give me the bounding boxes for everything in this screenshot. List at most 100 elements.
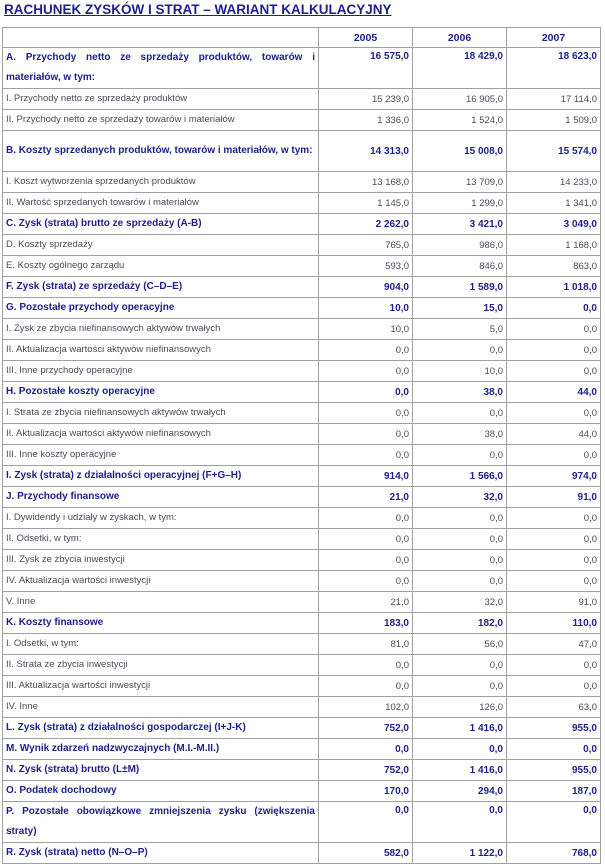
table-row: III. Zysk ze zbycia inwestycji 0,0 0,0 0,0	[2, 549, 601, 572]
value-cell: 0,0	[318, 402, 413, 425]
table-row: IV. Inne 102,0 126,0 63,0	[2, 696, 601, 719]
header-row: 2005 2006 2007	[2, 26, 601, 49]
value-cell: 0,0	[318, 675, 413, 698]
value-cell: 47,0	[506, 633, 601, 656]
row-label: IV. Aktualizacja wartości inwestycji	[2, 570, 319, 593]
table-row: G. Pozostałe przychody operacyjne 10,0 15,…	[2, 297, 601, 320]
table-row: I. Koszt wytworzenia sprzedanych produkt…	[2, 171, 601, 194]
value-cell: 10,0	[318, 318, 413, 341]
row-label: M. Wynik zdarzeń nadzwyczajnych (M.I.-M.…	[2, 738, 319, 761]
table-row: R. Zysk (strata) netto (N–O–P) 582,0 1 122…	[2, 842, 601, 864]
row-label: I. Zysk ze zbycia niefinansowych aktywów…	[2, 318, 319, 341]
value-cell: 14 313,0	[318, 130, 413, 173]
value-cell: 1 336,0	[318, 109, 413, 132]
value-cell: 0,0	[506, 654, 601, 677]
row-label: V. Inne	[2, 591, 319, 614]
table-row: H. Pozostałe koszty operacyjne 0,0 38,0 44,…	[2, 381, 601, 404]
value-cell: 18 429,0	[412, 47, 507, 90]
value-cell: 0,0	[506, 444, 601, 467]
table-row: B. Koszty sprzedanych produktów, towarów…	[2, 130, 601, 173]
value-cell: 955,0	[506, 759, 601, 782]
table-row: A. Przychody netto ze sprzedaży produktó…	[2, 47, 601, 90]
value-cell: 846,0	[412, 255, 507, 278]
value-cell: 126,0	[412, 696, 507, 719]
table-row: N. Zysk (strata) brutto (L±M) 752,0 1 416,…	[2, 759, 601, 782]
row-label: III. Inne przychody operacyjne	[2, 360, 319, 383]
table-row: II. Odsetki, w tym: 0,0 0,0 0,0	[2, 528, 601, 551]
value-cell: 0,0	[506, 318, 601, 341]
value-cell: 0,0	[506, 339, 601, 362]
value-cell: 91,0	[506, 591, 601, 614]
value-cell: 0,0	[506, 360, 601, 383]
row-label: II. Strata ze zbycia inwestycji	[2, 654, 319, 677]
value-cell: 1 168,0	[506, 234, 601, 257]
table-row: E. Koszty ogólnego zarządu 593,0 846,0 863,…	[2, 255, 601, 278]
year-header: 2006	[412, 26, 507, 49]
value-cell: 974,0	[506, 465, 601, 488]
value-cell: 863,0	[506, 255, 601, 278]
table-row: II. Aktualizacja wartości aktywów niefin…	[2, 423, 601, 446]
value-cell: 0,0	[318, 738, 413, 761]
year-header: 2005	[318, 26, 413, 49]
table-row: I. Zysk (strata) z działalności operacyj…	[2, 465, 601, 488]
table-row: I. Przychody netto ze sprzedaży produktó…	[2, 88, 601, 111]
year-header: 2007	[506, 26, 601, 49]
row-label: C. Zysk (strata) brutto ze sprzedaży (A-…	[2, 213, 319, 236]
value-cell: 81,0	[318, 633, 413, 656]
value-cell: 0,0	[506, 528, 601, 551]
value-cell: 0,0	[412, 444, 507, 467]
value-cell: 0,0	[506, 801, 601, 844]
value-cell: 582,0	[318, 842, 413, 864]
value-cell: 15,0	[412, 297, 507, 320]
value-cell: 56,0	[412, 633, 507, 656]
value-cell: 904,0	[318, 276, 413, 299]
value-cell: 91,0	[506, 486, 601, 509]
value-cell: 16 575,0	[318, 47, 413, 90]
value-cell: 752,0	[318, 717, 413, 740]
value-cell: 1 416,0	[412, 717, 507, 740]
value-cell: 0,0	[412, 570, 507, 593]
row-label: I. Przychody netto ze sprzedaży produktó…	[2, 88, 319, 111]
table-row: F. Zysk (strata) ze sprzedaży (C–D–E) 904…	[2, 276, 601, 299]
table-row: L. Zysk (strata) z działalności gospodar…	[2, 717, 601, 740]
row-label: J. Przychody finansowe	[2, 486, 319, 509]
table-row: P. Pozostałe obowiązkowe zmniejszenia zy…	[2, 801, 601, 844]
value-cell: 593,0	[318, 255, 413, 278]
value-cell: 102,0	[318, 696, 413, 719]
table-row: IV. Aktualizacja wartości inwestycji 0,0 0…	[2, 570, 601, 593]
row-label: II. Wartość sprzedanych towarów i materi…	[2, 192, 319, 215]
table-row: III. Aktualizacja wartości inwestycji 0,0…	[2, 675, 601, 698]
row-label: I. Zysk (strata) z działalności operacyj…	[2, 465, 319, 488]
value-cell: 2 262,0	[318, 213, 413, 236]
row-label: B. Koszty sprzedanych produktów, towarów…	[2, 130, 319, 173]
value-cell: 187,0	[506, 780, 601, 803]
value-cell: 182,0	[412, 612, 507, 635]
value-cell: 752,0	[318, 759, 413, 782]
value-cell: 44,0	[506, 381, 601, 404]
value-cell: 1 524,0	[412, 109, 507, 132]
table-row: III. Inne przychody operacyjne 0,0 10,0 0,0	[2, 360, 601, 383]
table-row: III. Inne koszty operacyjne 0,0 0,0 0,0	[2, 444, 601, 467]
row-label: H. Pozostałe koszty operacyjne	[2, 381, 319, 404]
value-cell: 986,0	[412, 234, 507, 257]
income-table: 2005 2006 2007 A. Przychody netto ze sprze…	[2, 26, 601, 864]
page-title: RACHUNEK ZYSKÓW I STRAT – WARIANT KALKUL…	[4, 2, 392, 17]
value-cell: 13 709,0	[412, 171, 507, 194]
row-label: R. Zysk (strata) netto (N–O–P)	[2, 842, 319, 864]
row-label: III. Inne koszty operacyjne	[2, 444, 319, 467]
header-cell	[2, 26, 319, 49]
value-cell: 294,0	[412, 780, 507, 803]
row-label: D. Koszty sprzedaży	[2, 234, 319, 257]
table-row: I. Dywidendy i udziały w zyskach, w tym:…	[2, 507, 601, 530]
value-cell: 17 114,0	[506, 88, 601, 111]
value-cell: 14 233,0	[506, 171, 601, 194]
value-cell: 32,0	[412, 591, 507, 614]
table-row: K. Koszty finansowe 183,0 182,0 110,0	[2, 612, 601, 635]
row-label: I. Dywidendy i udziały w zyskach, w tym:	[2, 507, 319, 530]
table-row: II. Przychody netto ze sprzedaży towarów…	[2, 109, 601, 132]
value-cell: 10,0	[412, 360, 507, 383]
value-cell: 914,0	[318, 465, 413, 488]
value-cell: 0,0	[412, 738, 507, 761]
row-label: IV. Inne	[2, 696, 319, 719]
value-cell: 0,0	[412, 339, 507, 362]
